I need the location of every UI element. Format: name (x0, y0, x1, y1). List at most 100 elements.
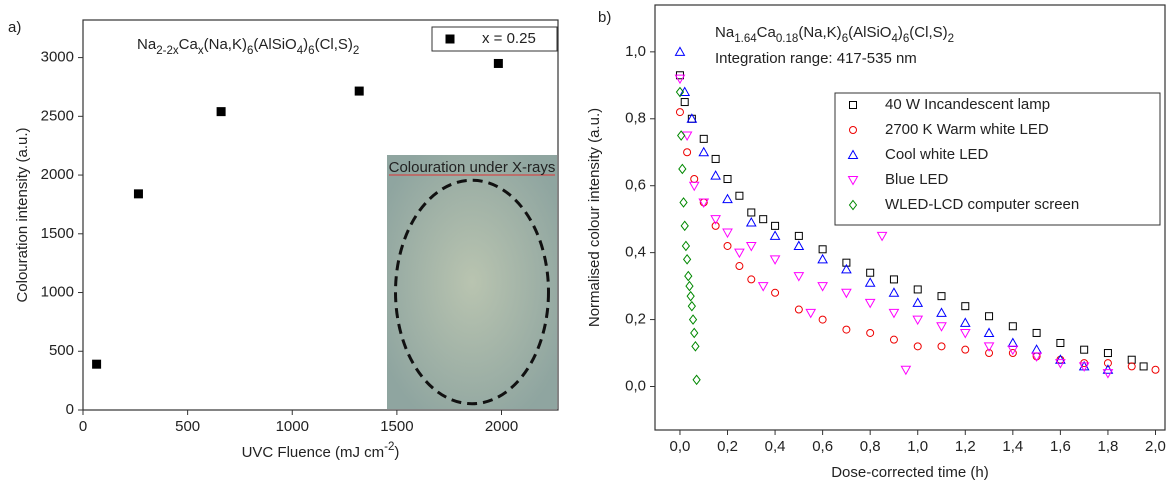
point (734, 248, 745, 259)
panel-label: b) (598, 9, 611, 26)
text-part: 6 (247, 45, 253, 57)
text-part: Na (715, 24, 735, 41)
x-tick-label: 1500 (380, 418, 413, 435)
legend-box (834, 92, 1161, 226)
y-tick-label: 1,0 (625, 43, 646, 60)
x-tick-label: 1,2 (955, 438, 976, 455)
point (985, 349, 994, 358)
text-part: 2 (353, 45, 359, 57)
point (493, 58, 503, 68)
text-part: (Na,K) (204, 36, 247, 53)
point (722, 193, 733, 204)
text-part: (Cl,S) (315, 36, 353, 53)
text-part: 4 (891, 33, 898, 45)
x-tick-label: 2000 (485, 418, 518, 435)
point (889, 275, 898, 284)
y-axis-title: Colouration intensity (a.u.) (14, 127, 31, 302)
point (912, 315, 924, 326)
point (794, 305, 803, 314)
point (674, 74, 686, 85)
legend-marker (847, 176, 859, 186)
legend-label: WLED-LCD computer screen (885, 196, 1079, 213)
point (913, 342, 922, 351)
point (698, 146, 710, 157)
x-tick-label: 0,0 (670, 438, 691, 455)
point (698, 198, 710, 208)
point (711, 221, 720, 230)
y-tick-label: 0 (66, 401, 74, 418)
point (842, 258, 851, 267)
point (959, 328, 971, 339)
point (735, 191, 744, 200)
point (685, 280, 694, 292)
x-tick-label: 2,0 (1145, 438, 1166, 455)
point (133, 189, 143, 199)
y-tick-label: 2000 (41, 166, 74, 183)
point (771, 288, 780, 297)
inset-caption: Colouration under X-rays (389, 159, 556, 176)
text-part: (AlSiO (253, 36, 296, 53)
point (1008, 349, 1017, 358)
text-part: UVC Fluence (mJ cm (242, 444, 385, 461)
text-part: ) (394, 444, 399, 461)
legend-marker (849, 101, 857, 109)
point (92, 359, 102, 369)
point (692, 374, 701, 386)
point (1056, 338, 1065, 347)
text-part: Ca (757, 24, 777, 41)
point (687, 300, 696, 312)
text-part: 2 (948, 33, 954, 45)
point (747, 208, 756, 217)
text-part: -2 (384, 441, 394, 453)
point (842, 325, 851, 334)
text-part: 4 (297, 45, 304, 57)
point (1007, 345, 1019, 356)
point (1127, 355, 1136, 364)
point (912, 297, 924, 307)
text-part: 6 (903, 33, 909, 45)
y-tick-label: 500 (49, 342, 74, 359)
y-tick-label: 0,8 (625, 110, 646, 127)
point (1031, 352, 1042, 362)
point (805, 308, 817, 319)
y-tick-label: 0,2 (625, 311, 646, 328)
legend-marker (848, 199, 858, 211)
text-part: 6 (842, 33, 848, 45)
point (866, 328, 875, 337)
point (876, 231, 888, 242)
point (1032, 328, 1041, 337)
y-axis-title: Normalised colour intensity (a.u.) (586, 108, 603, 327)
point (757, 282, 769, 292)
text-part: Na (137, 36, 157, 53)
point (1103, 359, 1112, 368)
text-part: 2-2x (156, 45, 179, 57)
point (936, 307, 947, 317)
point (888, 308, 900, 319)
x-tick-label: 0,4 (765, 438, 786, 455)
y-tick-label: 2500 (41, 107, 74, 124)
text-part: x (198, 45, 204, 57)
point (686, 113, 698, 123)
point (936, 322, 947, 332)
point (818, 245, 827, 254)
point (793, 272, 805, 282)
x-tick-label: 1,0 (907, 438, 928, 455)
point (841, 263, 852, 274)
point (711, 154, 720, 163)
point (771, 221, 780, 230)
inset-outline (394, 178, 550, 406)
point (1102, 369, 1114, 379)
y-tick-label: 0,4 (625, 244, 646, 261)
point (793, 240, 805, 250)
point (937, 342, 946, 351)
text-part: ) (898, 24, 903, 41)
legend-label: 40 W Incandescent lamp (885, 96, 1050, 113)
point (678, 163, 687, 175)
legend-marker (847, 149, 859, 159)
point (216, 107, 226, 117)
point (961, 345, 970, 354)
x-tick-label: 0 (79, 418, 87, 435)
point (1031, 344, 1042, 354)
point (723, 241, 732, 250)
